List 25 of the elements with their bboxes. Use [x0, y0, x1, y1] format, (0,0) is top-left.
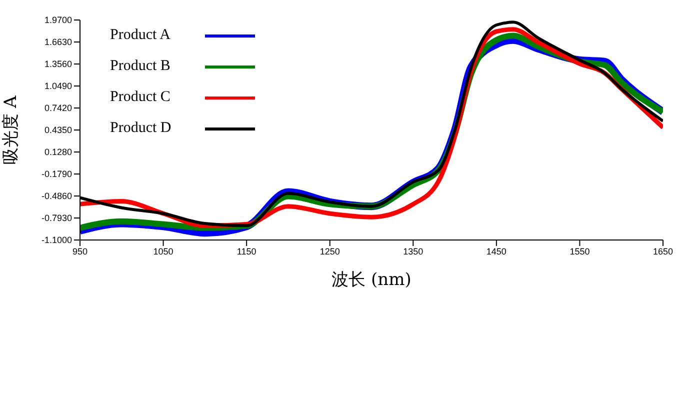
y-tick-label: 1.6630 [44, 37, 72, 48]
y-tick-label: 1.3560 [44, 59, 72, 70]
y-tick-label: -0.7930 [41, 213, 72, 224]
x-axis-title: 波长 (nm) [332, 270, 412, 290]
legend-label: Product D [110, 120, 172, 137]
y-tick-label: 0.4350 [44, 125, 72, 136]
x-tick-label: 1250 [320, 246, 340, 256]
y-tick-label: 1.0490 [44, 81, 72, 92]
x-tick-label: 1650 [652, 246, 674, 256]
y-tick-label: 0.7420 [44, 103, 72, 114]
legend-label: Product B [110, 58, 172, 75]
y-tick-label: 0.1280 [44, 147, 72, 158]
x-tick-label: 1050 [153, 246, 174, 256]
y-tick-label: -0.4860 [41, 191, 72, 202]
x-tick-label: 1450 [486, 246, 506, 256]
x-tick-label: 950 [72, 246, 88, 256]
y-tick-label: 1.9700 [44, 15, 72, 26]
y-tick-label: -1.1000 [41, 235, 72, 246]
x-tick-label: 1350 [403, 246, 424, 256]
y-axis-title: 吸光度 A [1, 94, 22, 164]
x-tick-label: 1550 [570, 246, 590, 256]
x-tick-label: 1150 [236, 246, 256, 256]
legend-label: Product A [110, 27, 172, 44]
y-tick-label: -0.1790 [41, 169, 72, 180]
legend-label: Product C [110, 89, 172, 106]
